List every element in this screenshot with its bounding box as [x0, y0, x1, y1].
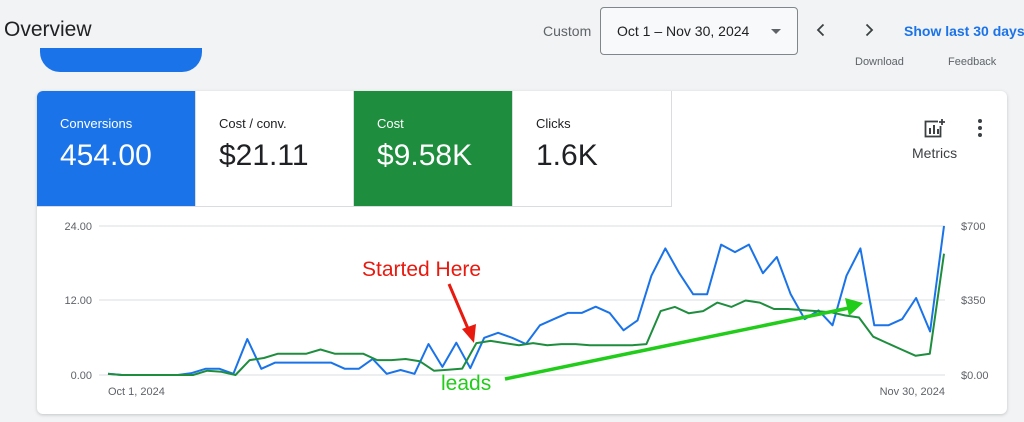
more-vert-icon[interactable] — [977, 118, 983, 138]
date-range-value: Oct 1 – Nov 30, 2024 — [617, 23, 750, 39]
annotation-green-arrow-shaft — [504, 306, 850, 381]
annotation-started-here: Started Here — [362, 258, 481, 343]
annotation-leads-text: leads — [441, 372, 491, 395]
scorecard-cost-per-conversion[interactable]: Cost / conv. $21.11 — [196, 91, 354, 207]
scorecard-label: Cost / conv. — [219, 116, 287, 131]
performance-card: Conversions 454.00 Cost / conv. $21.11 C… — [37, 91, 1007, 414]
page-title: Overview — [4, 18, 92, 41]
add-chart-icon[interactable] — [924, 118, 946, 138]
scorecard-label: Conversions — [60, 116, 133, 131]
series-layer — [107, 225, 945, 376]
series-line-cost — [107, 253, 945, 376]
date-range-select[interactable]: Oct 1 – Nov 30, 2024 — [600, 7, 798, 55]
scorecard-value: 1.6K — [536, 139, 598, 172]
left-axis-tick: 24.00 — [64, 221, 92, 233]
download-button-partial[interactable]: Download — [855, 56, 904, 68]
chevron-right-icon — [865, 23, 874, 37]
left-axis-tick: 12.00 — [64, 295, 92, 307]
scorecard-conversions[interactable]: Conversions 454.00 — [37, 91, 196, 207]
left-axis-tick: 0.00 — [71, 370, 92, 382]
annotation-red-arrow-shaft — [447, 283, 471, 332]
x-axis-end-label: Nov 30, 2024 — [880, 386, 945, 398]
right-axis-tick: $0.00 — [961, 370, 989, 382]
primary-action-button-partial[interactable] — [40, 48, 202, 72]
performance-line-chart: 24.00 12.00 0.00 $700 $350 $0.00 Oct 1, … — [64, 221, 989, 398]
dropdown-arrow-icon — [771, 29, 781, 34]
scorecard-label: Clicks — [536, 116, 571, 131]
x-axis-start-label: Oct 1, 2024 — [108, 386, 165, 398]
scorecard-value: $9.58K — [377, 139, 473, 172]
right-axis-tick: $350 — [961, 295, 985, 307]
previous-period-button[interactable] — [808, 17, 834, 43]
annotation-red-arrow-head — [462, 324, 476, 343]
next-period-button[interactable] — [856, 17, 882, 43]
annotation-started-here-text: Started Here — [362, 258, 481, 281]
feedback-button-partial[interactable]: Feedback — [948, 56, 997, 68]
annotation-green-arrow-head — [845, 298, 863, 316]
date-range-type-label: Custom — [543, 23, 592, 39]
chevron-left-icon — [816, 23, 825, 37]
metrics-button-label[interactable]: Metrics — [912, 145, 958, 161]
annotation-leads: leads — [441, 298, 863, 395]
show-last-30-days-link[interactable]: Show last 30 days — [904, 23, 1024, 39]
scorecard-cost[interactable]: Cost $9.58K — [354, 91, 513, 207]
scorecard-clicks[interactable]: Clicks 1.6K — [513, 91, 672, 207]
scorecard-label: Cost — [377, 116, 404, 131]
scorecard-value: $21.11 — [219, 139, 309, 172]
right-axis-tick: $700 — [961, 221, 985, 233]
scorecard-value: 454.00 — [60, 139, 152, 172]
gridlines — [99, 225, 945, 376]
